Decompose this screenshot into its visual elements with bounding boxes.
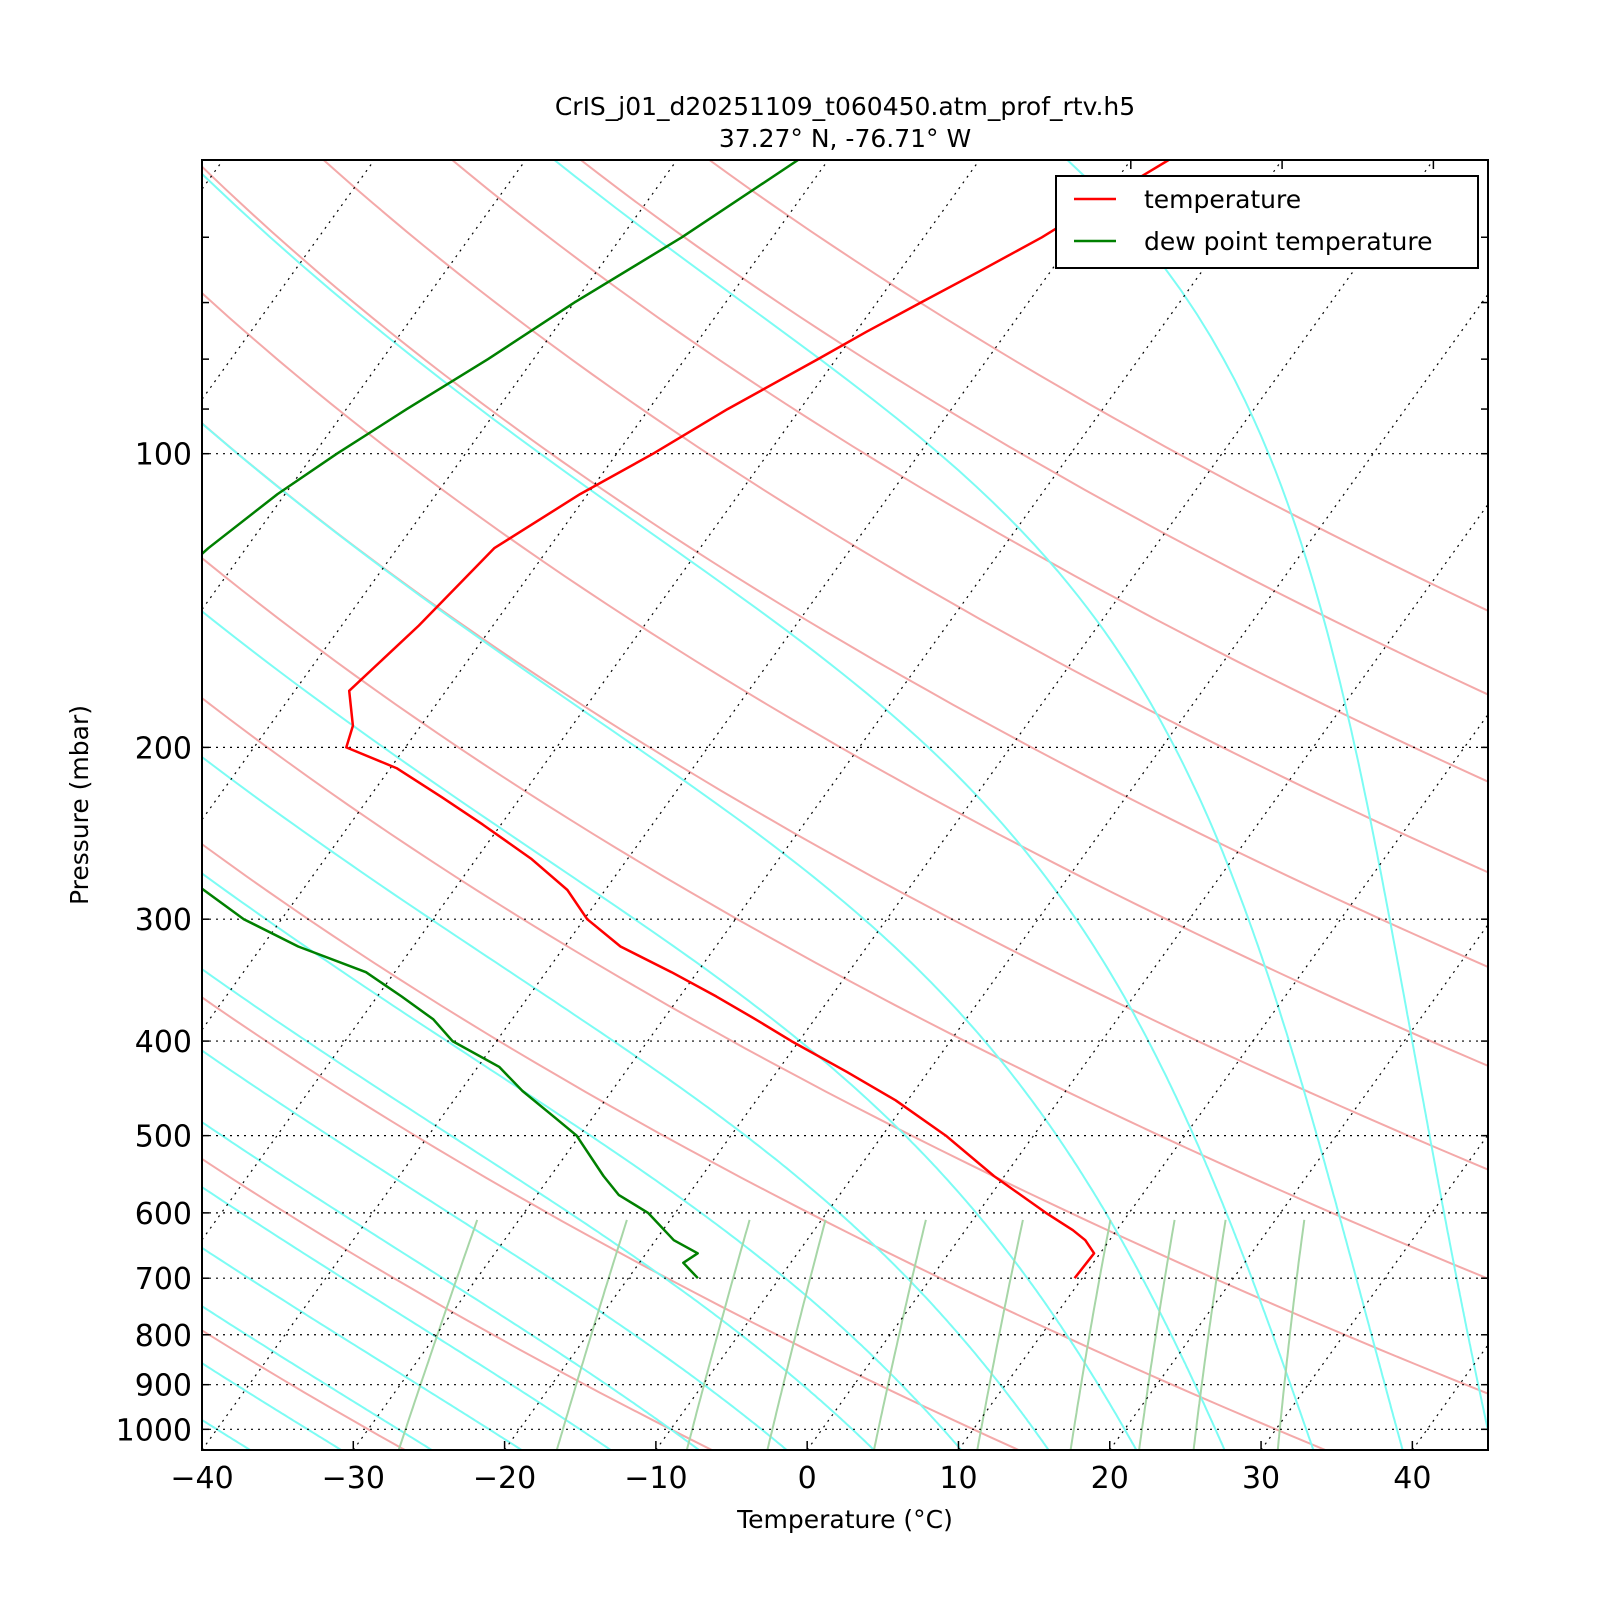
- x-tick-label: 20: [1091, 1461, 1129, 1496]
- axis-ticks: [201, 159, 1488, 1450]
- plot-area: [202, 160, 1488, 1450]
- y-axis-label: Pressure (mbar): [65, 705, 94, 905]
- x-tick-label: −40: [170, 1461, 233, 1496]
- isobar-gridlines: [202, 453, 1488, 1430]
- y-tick-label: 700: [135, 1262, 192, 1297]
- mixing-ratio-line: [976, 1219, 1024, 1450]
- legend-label-dewpoint: dew point temperature: [1144, 227, 1433, 256]
- x-tick-label: 10: [939, 1461, 977, 1496]
- mixing-ratio-line: [1192, 1219, 1227, 1450]
- y-tick-label: 900: [135, 1369, 192, 1404]
- dry-adiabat: [202, 842, 1326, 1450]
- dry-adiabat: [202, 1157, 713, 1450]
- y-tick-labels: 100 200 300 400 500 600 700 800 900 1000: [116, 438, 192, 1449]
- moist-adiabat: [202, 610, 1138, 1450]
- dry-adiabat: [202, 165, 1488, 969]
- mixing-ratio-line: [1276, 1219, 1306, 1450]
- y-tick-label: 400: [135, 1025, 192, 1060]
- dry-adiabat: [202, 996, 1020, 1450]
- legend: temperature dew point temperature: [1055, 175, 1479, 269]
- dry-adiabat: [202, 422, 1488, 1171]
- chart-title: CrIS_j01_d20251109_t060450.atm_prof_rtv.…: [555, 92, 1135, 121]
- moist-adiabat: [202, 872, 963, 1450]
- isotherm: [202, 160, 829, 1031]
- temperature-line: [345, 160, 1170, 1279]
- sounding-lines: [202, 160, 1170, 1280]
- x-tick-label: 30: [1242, 1461, 1280, 1496]
- x-tick-label: −30: [322, 1461, 385, 1496]
- dry-adiabat: [322, 160, 1488, 874]
- isotherm: [655, 293, 1488, 1450]
- isotherm: [352, 160, 1283, 1450]
- isotherm: [504, 160, 1434, 1450]
- moist-adiabat: [202, 1121, 701, 1450]
- plot-frame: [201, 159, 1489, 1451]
- y-tick-label: 100: [135, 438, 192, 473]
- moist-adiabat: [552, 160, 1404, 1450]
- mixing-ratio-line: [766, 1219, 827, 1450]
- isotherm: [202, 160, 527, 611]
- y-tick-label: 200: [135, 731, 192, 766]
- x-tick-labels: −40 −30 −20 −10 0 10 20 30 40: [170, 1461, 1431, 1496]
- mixing-ratio-lines: [397, 1219, 1306, 1450]
- x-tick-label: −10: [624, 1461, 687, 1496]
- skewed-isotherms: [202, 160, 1488, 1450]
- mixing-ratio-line: [873, 1219, 927, 1450]
- mixing-ratio-line: [685, 1219, 751, 1450]
- dry-adiabat: [202, 556, 1488, 1280]
- y-tick-label: 600: [135, 1197, 192, 1232]
- dry-adiabat: [708, 160, 1488, 612]
- y-tick-label: 800: [135, 1319, 192, 1354]
- mixing-ratio-line: [397, 1219, 479, 1450]
- dry-adiabat: [580, 160, 1488, 696]
- x-tick-label: 40: [1393, 1461, 1431, 1496]
- moist-adiabat: [202, 172, 1315, 1450]
- legend-box: [1055, 175, 1479, 269]
- mixing-ratio-line: [1069, 1219, 1112, 1450]
- mixing-ratio-line: [555, 1219, 628, 1450]
- moist-adiabat: [202, 1246, 524, 1450]
- dry-adiabat: [451, 160, 1488, 783]
- isotherm: [202, 160, 678, 821]
- y-tick-label: 500: [135, 1120, 192, 1155]
- moist-adiabat: [202, 1185, 613, 1450]
- moist-adiabat: [202, 1049, 789, 1450]
- mixing-ratio-line: [1138, 1219, 1176, 1450]
- moist-adiabat: [202, 1362, 344, 1450]
- isotherm: [202, 160, 980, 1241]
- chart-subtitle: 37.27° N, -76.71° W: [719, 124, 971, 153]
- y-tick-label: 300: [135, 903, 192, 938]
- moist-adiabat: [1065, 160, 1488, 1436]
- isotherm: [202, 160, 1132, 1450]
- x-tick-label: 0: [798, 1461, 817, 1496]
- dewpoint-line: [202, 160, 799, 1280]
- x-axis-label: Temperature (°C): [736, 1505, 953, 1534]
- isotherm: [202, 160, 375, 401]
- moist-adiabat: [202, 1304, 434, 1450]
- legend-label-temperature: temperature: [1144, 185, 1301, 214]
- moist-adiabat: [202, 422, 1226, 1450]
- moist-adiabat: [202, 967, 876, 1450]
- dry-adiabat: [202, 291, 1488, 1067]
- y-tick-label: 1000: [116, 1413, 192, 1448]
- x-tick-label: −20: [473, 1461, 536, 1496]
